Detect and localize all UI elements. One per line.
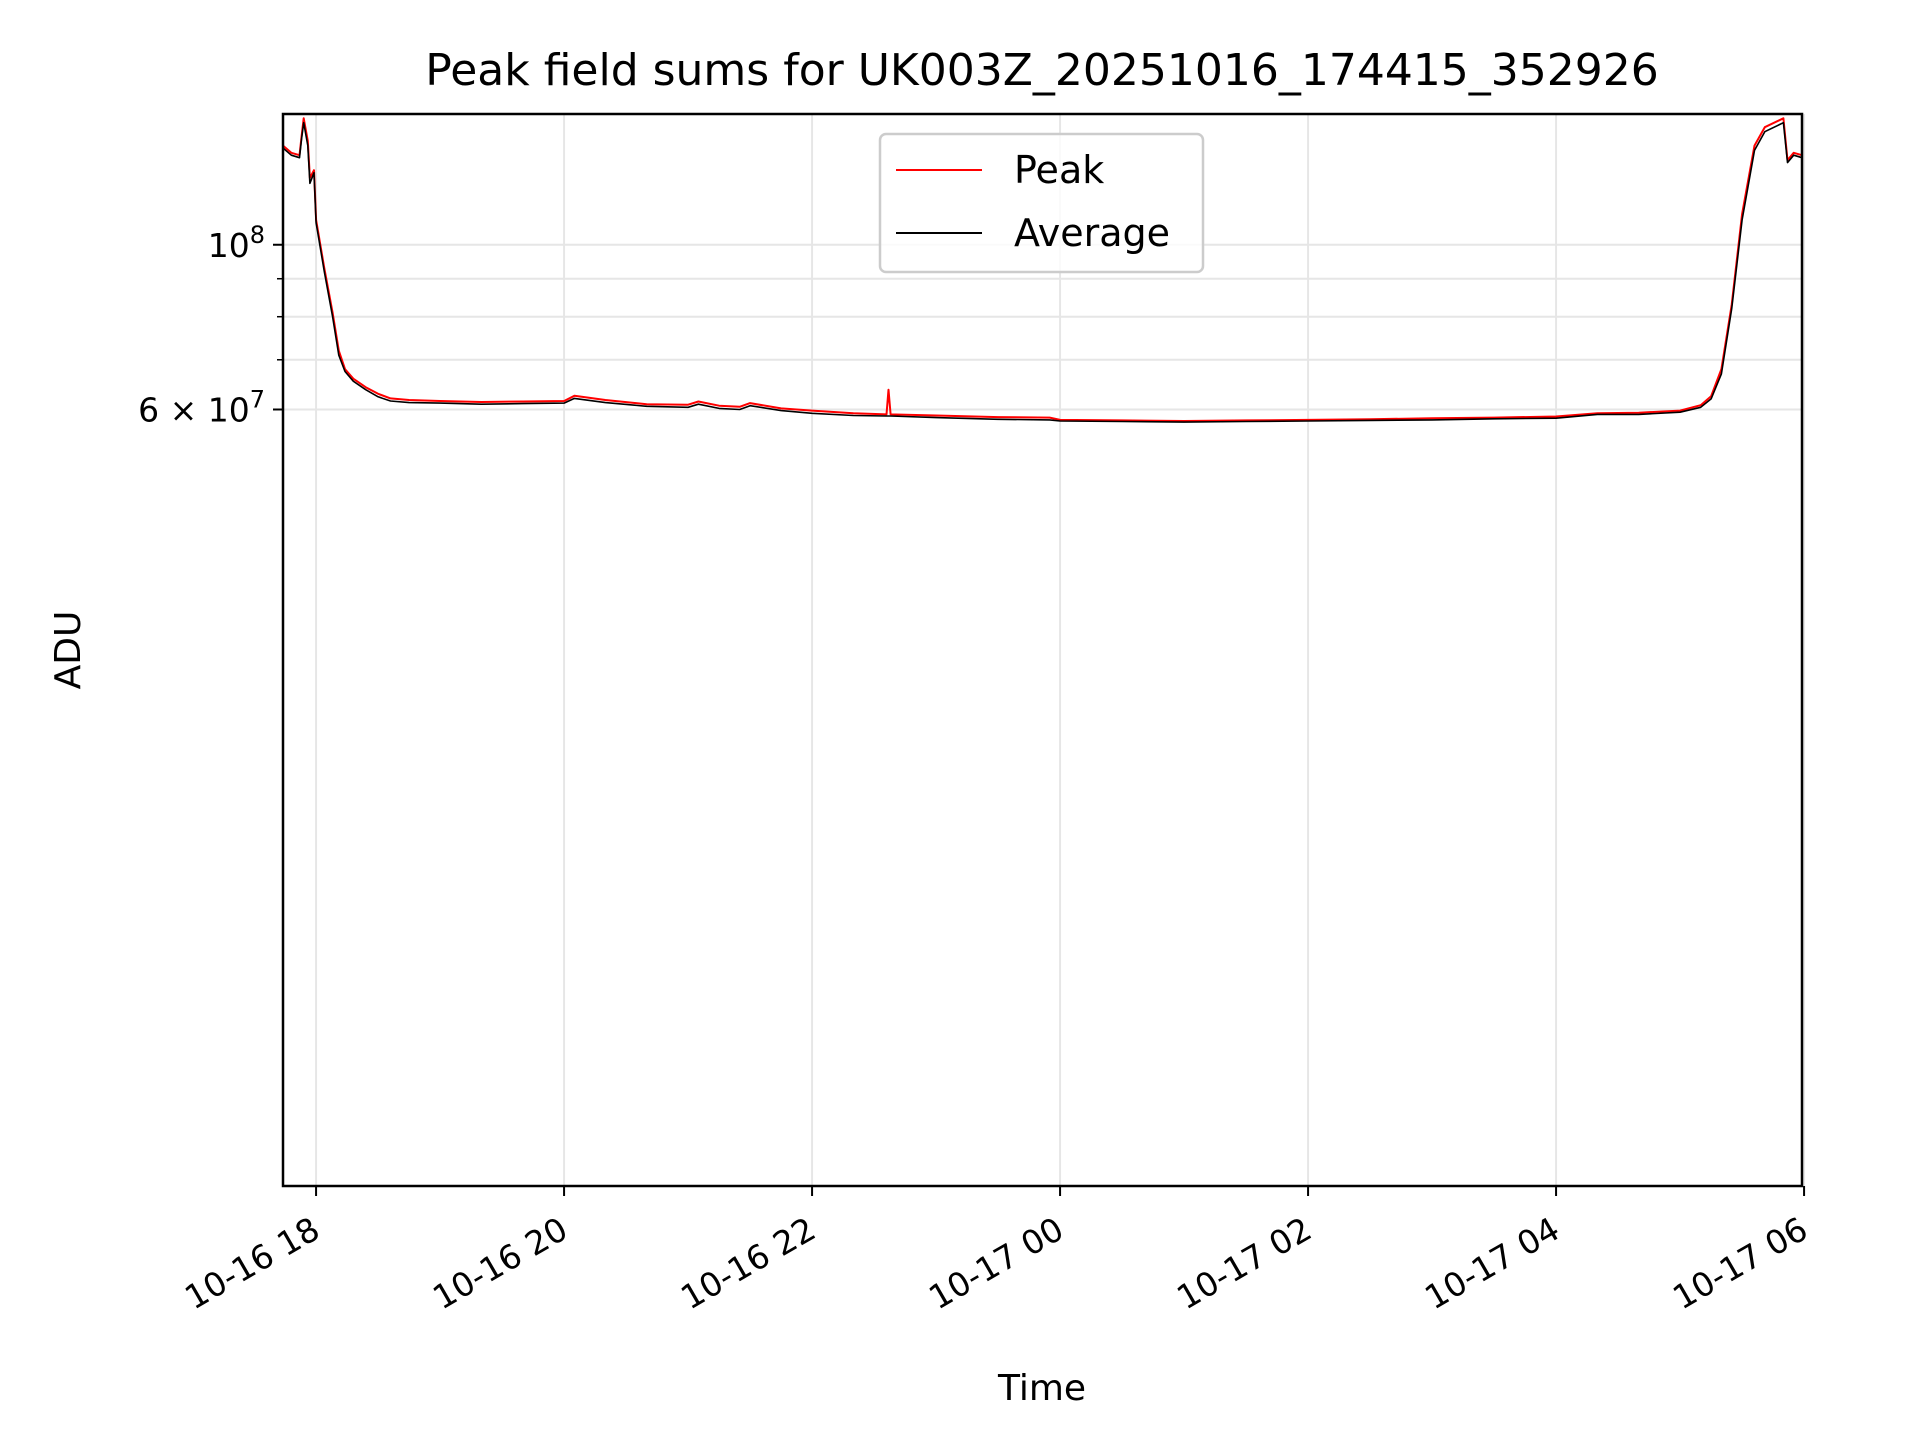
grid-lines	[283, 114, 1806, 1186]
legend-label-average: Average	[1014, 211, 1170, 255]
legend: Peak Average	[878, 132, 1205, 274]
x-axis-label: Time	[997, 1368, 1086, 1409]
chart-title: Peak field sums for UK003Z_20251016_1744…	[425, 45, 1659, 96]
y-tick-label: 6 × 107	[138, 385, 265, 429]
legend-box	[878, 132, 1205, 274]
series-line-average	[282, 121, 1803, 423]
plot-frame	[281, 112, 1804, 1188]
legend-label-peak: Peak	[1014, 148, 1104, 192]
y-tick-label: 108	[208, 221, 265, 265]
series-lines	[282, 117, 1803, 423]
y-axis-label: ADU	[48, 611, 89, 690]
